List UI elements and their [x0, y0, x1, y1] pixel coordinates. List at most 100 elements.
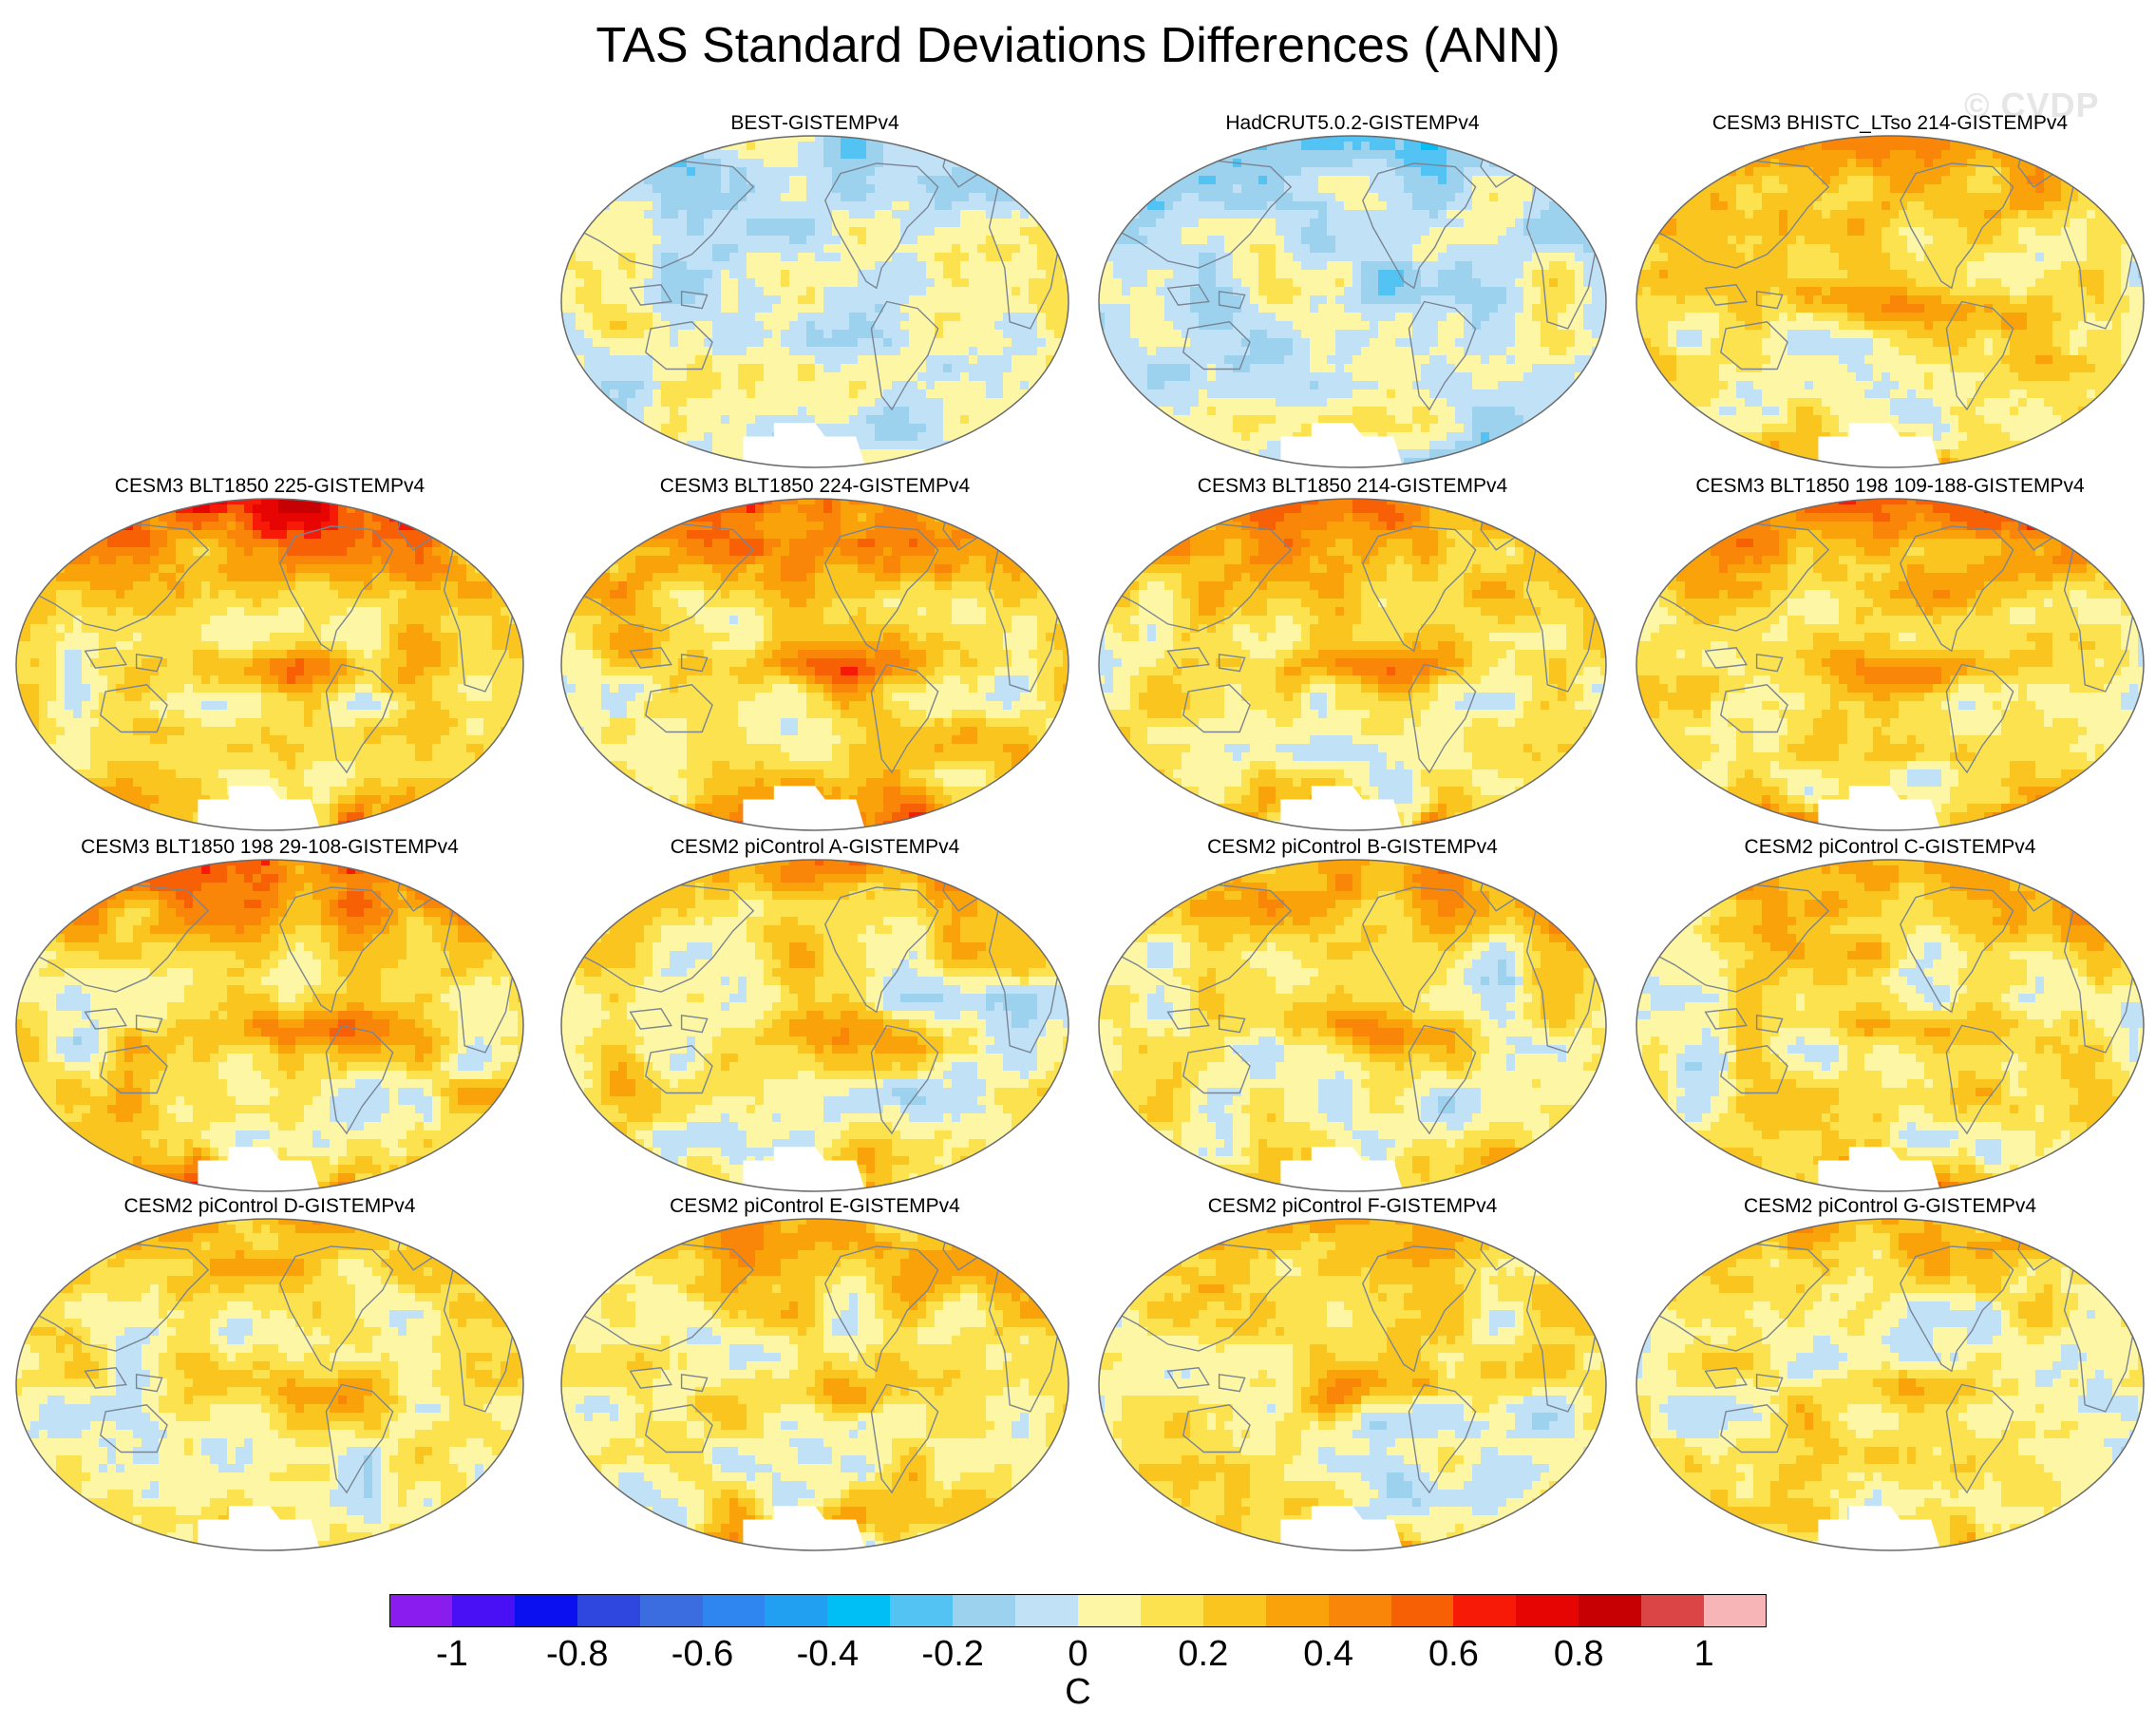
coastline [1408, 663, 1477, 774]
coastline [1362, 886, 1477, 1014]
map-border [1098, 135, 1607, 468]
panel-title: CESM2 piControl B-GISTEMPv4 [1087, 836, 1618, 859]
coastline [1182, 321, 1251, 370]
map-border [1098, 1218, 1607, 1551]
colorbar-swatch [1579, 1594, 1642, 1627]
coastline [1704, 1367, 1748, 1389]
coastline [84, 1367, 127, 1389]
coastline [824, 886, 939, 1014]
panel-title: CESM2 piControl F-GISTEMPv4 [1087, 1195, 1618, 1218]
colorbar-swatch [1140, 1594, 1203, 1627]
coastline [1755, 1374, 1784, 1393]
coastline [1182, 684, 1251, 733]
map-border [1636, 859, 2145, 1192]
map-border [1636, 135, 2145, 468]
coastline [870, 1024, 939, 1135]
coastline [1166, 1008, 1210, 1030]
missing-data-region [1818, 1147, 1941, 1191]
coastline [1900, 162, 2014, 290]
colorbar-swatch [1641, 1594, 1705, 1627]
panel-title: CESM3 BLT1850 198 29-108-GISTEMPv4 [4, 836, 536, 859]
robinson-map [15, 498, 524, 831]
map-panel: CESM3 BLT1850 198 29-108-GISTEMPv4 [4, 836, 536, 1197]
coastline [100, 684, 168, 733]
anomaly-field [1099, 1219, 1606, 1550]
colorbar-swatch [1704, 1594, 1767, 1627]
coastline [1720, 1404, 1788, 1454]
coastline [1704, 647, 1748, 669]
coastline [1720, 321, 1788, 370]
coastline [645, 684, 713, 733]
panel-title: HadCRUT5.0.2-GISTEMPv4 [1087, 112, 1618, 135]
coastline [1166, 1367, 1210, 1389]
colorbar-swatch [1328, 1594, 1391, 1627]
missing-data-region [1280, 1147, 1404, 1191]
map-border [15, 1218, 524, 1551]
coastline [1362, 162, 1477, 290]
map-panel: CESM3 BLT1850 214-GISTEMPv4 [1087, 475, 1618, 836]
coastline [135, 654, 163, 673]
coastline [1408, 300, 1477, 411]
panel-title: CESM3 BLT1850 198 109-188-GISTEMPv4 [1624, 475, 2156, 498]
robinson-map [1098, 498, 1607, 831]
colorbar-swatch [639, 1594, 703, 1627]
map-panel: CESM2 piControl E-GISTEMPv4 [549, 1195, 1081, 1556]
panel-title: CESM2 piControl D-GISTEMPv4 [4, 1195, 536, 1218]
colorbar-tick-label: -0.2 [921, 1634, 983, 1675]
map-border [1636, 1218, 2145, 1551]
coastline [1900, 886, 2014, 1014]
anomaly-field [1636, 1219, 2144, 1550]
anomaly-field [1099, 499, 1606, 830]
coastline [680, 654, 709, 673]
map-panel: CESM2 piControl B-GISTEMPv4 [1087, 836, 1618, 1197]
map-panel: CESM3 BLT1850 198 109-188-GISTEMPv4 [1624, 475, 2156, 836]
missing-data-region [198, 1506, 321, 1550]
colorbar-swatch [1265, 1594, 1329, 1627]
watermark: © CVDP [1964, 86, 2100, 125]
coastline [1218, 1374, 1246, 1393]
map-panel: CESM2 piControl F-GISTEMPv4 [1087, 1195, 1618, 1556]
missing-data-region [1280, 786, 1404, 830]
coastline [870, 663, 939, 774]
coastline [680, 1015, 709, 1034]
coastline [645, 1045, 713, 1094]
panel-title: CESM2 piControl A-GISTEMPv4 [549, 836, 1081, 859]
coastline [84, 1008, 127, 1030]
colorbar-swatch [1453, 1594, 1517, 1627]
robinson-map [1636, 859, 2145, 1192]
colorbar-tick-label: -1 [436, 1634, 468, 1675]
coastline [1218, 291, 1246, 310]
missing-data-region [1818, 786, 1941, 830]
coastline [1408, 1024, 1477, 1135]
coastline [629, 1008, 672, 1030]
coastline [1900, 525, 2014, 653]
colorbar-swatch [451, 1594, 515, 1627]
robinson-map [1636, 498, 2145, 831]
colorbar-tick-label: -0.6 [671, 1634, 733, 1675]
anomaly-field [561, 1219, 1069, 1550]
colorbar-swatch [890, 1594, 954, 1627]
colorbar-tick-label: 0 [1068, 1634, 1087, 1675]
map-panel: BEST-GISTEMPv4 [549, 112, 1081, 473]
colorbar-swatch [577, 1594, 640, 1627]
colorbar-tick-label: -0.8 [546, 1634, 608, 1675]
robinson-map [15, 859, 524, 1192]
coastline [629, 1367, 672, 1389]
colorbar-tick-label: 1 [1694, 1634, 1714, 1675]
coastline [279, 886, 394, 1014]
colorbar-tick-label: -0.4 [797, 1634, 859, 1675]
robinson-map [1098, 135, 1607, 468]
map-border [560, 135, 1069, 468]
map-border [560, 498, 1069, 831]
coastline [1945, 300, 2014, 411]
map-panel: CESM3 BLT1850 225-GISTEMPv4 [4, 475, 536, 836]
coastline [100, 1045, 168, 1094]
map-panel: CESM3 BLT1850 224-GISTEMPv4 [549, 475, 1081, 836]
colorbar-swatch [1390, 1594, 1454, 1627]
coastline [325, 663, 394, 774]
panel-title: CESM3 BLT1850 214-GISTEMPv4 [1087, 475, 1618, 498]
map-panel: HadCRUT5.0.2-GISTEMPv4 [1087, 112, 1618, 473]
map-panel: CESM2 piControl A-GISTEMPv4 [549, 836, 1081, 1197]
missing-data-region [198, 786, 321, 830]
robinson-map [560, 498, 1069, 831]
